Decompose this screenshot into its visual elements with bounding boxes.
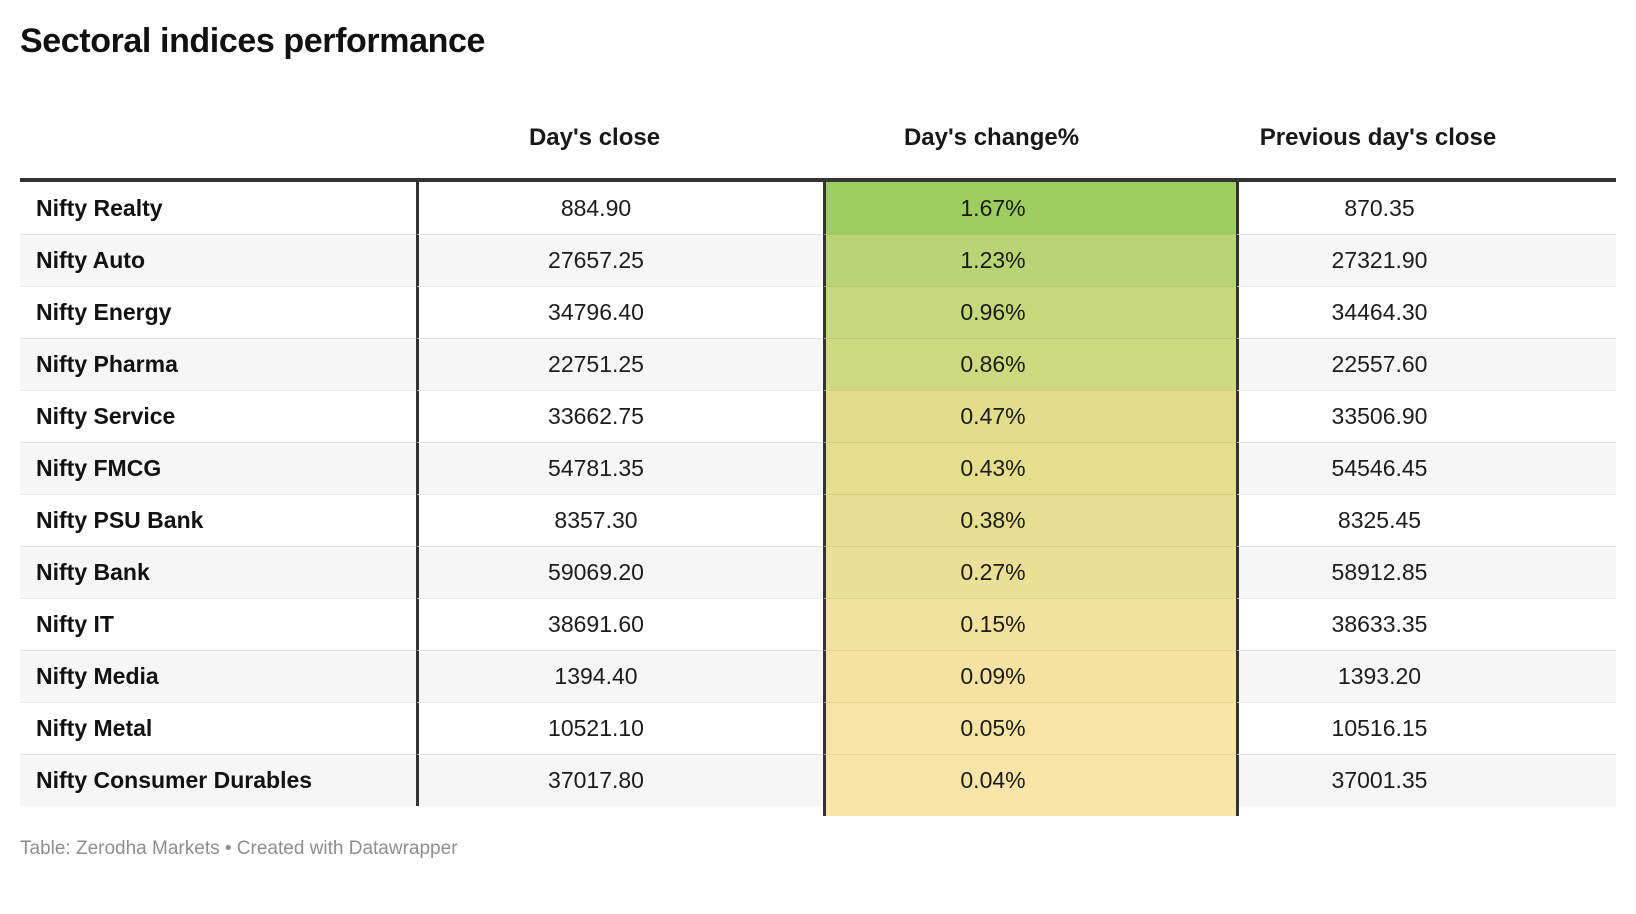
table-row: Nifty Realty 884.90 1.67% 870.35 <box>20 182 1616 234</box>
table-row: Nifty Energy 34796.40 0.96% 34464.30 <box>20 286 1616 338</box>
table-row: Nifty Auto 27657.25 1.23% 27321.90 <box>20 234 1616 286</box>
cell-previous-close: 27321.90 <box>1236 234 1616 286</box>
sectoral-indices-table: Day's close Day's change% Previous day's… <box>20 61 1616 816</box>
table-row: Nifty PSU Bank 8357.30 0.38% 8325.45 <box>20 494 1616 546</box>
cell-days-change: 0.96% <box>823 286 1236 338</box>
cell-index-name: Nifty Auto <box>20 234 416 286</box>
cell-index-name: Nifty Bank <box>20 546 416 598</box>
cell-days-change: 0.05% <box>823 702 1236 754</box>
cell-previous-close: 37001.35 <box>1236 754 1616 806</box>
column-header-days-close: Day's close <box>528 124 661 151</box>
cell-days-change: 0.15% <box>823 598 1236 650</box>
page: Sectoral indices performance Day's close… <box>20 22 1616 859</box>
cell-days-close: 8357.30 <box>416 494 823 546</box>
cell-index-name: Nifty Service <box>20 390 416 442</box>
cell-days-close: 10521.10 <box>416 702 823 754</box>
cell-previous-close: 54546.45 <box>1236 442 1616 494</box>
cell-index-name: Nifty Energy <box>20 286 416 338</box>
cell-days-close: 34796.40 <box>416 286 823 338</box>
cell-previous-close: 34464.30 <box>1236 286 1616 338</box>
table-row: Nifty FMCG 54781.35 0.43% 54546.45 <box>20 442 1616 494</box>
cell-days-change: 0.86% <box>823 338 1236 390</box>
cell-days-close: 37017.80 <box>416 754 823 806</box>
page-title: Sectoral indices performance <box>20 22 485 60</box>
cell-days-change: 0.43% <box>823 442 1236 494</box>
cell-days-change: 1.67% <box>823 182 1236 234</box>
cell-days-close: 38691.60 <box>416 598 823 650</box>
cell-index-name: Nifty Pharma <box>20 338 416 390</box>
table-row: Nifty Media 1394.40 0.09% 1393.20 <box>20 650 1616 702</box>
column-header-previous-close: Previous day's close <box>1259 124 1497 151</box>
cell-previous-close: 38633.35 <box>1236 598 1616 650</box>
cell-previous-close: 58912.85 <box>1236 546 1616 598</box>
cell-days-change: 0.09% <box>823 650 1236 702</box>
cell-days-change: 0.27% <box>823 546 1236 598</box>
cell-previous-close: 1393.20 <box>1236 650 1616 702</box>
table-body: Nifty Realty 884.90 1.67% 870.35 Nifty A… <box>20 178 1616 806</box>
cell-index-name: Nifty IT <box>20 598 416 650</box>
cell-days-close: 22751.25 <box>416 338 823 390</box>
column-header-days-change: Day's change% <box>903 124 1080 151</box>
cell-days-close: 33662.75 <box>416 390 823 442</box>
table-row: Nifty Service 33662.75 0.47% 33506.90 <box>20 390 1616 442</box>
cell-days-change: 0.47% <box>823 390 1236 442</box>
table-row: Nifty Bank 59069.20 0.27% 58912.85 <box>20 546 1616 598</box>
table-row: Nifty IT 38691.60 0.15% 38633.35 <box>20 598 1616 650</box>
cell-days-change: 0.38% <box>823 494 1236 546</box>
cell-days-close: 59069.20 <box>416 546 823 598</box>
cell-days-close: 884.90 <box>416 182 823 234</box>
heatmap-column-overflow <box>20 806 1616 816</box>
cell-days-close: 1394.40 <box>416 650 823 702</box>
cell-index-name: Nifty Metal <box>20 702 416 754</box>
table-row: Nifty Consumer Durables 37017.80 0.04% 3… <box>20 754 1616 806</box>
cell-index-name: Nifty PSU Bank <box>20 494 416 546</box>
table-row: Nifty Pharma 22751.25 0.86% 22557.60 <box>20 338 1616 390</box>
cell-days-close: 54781.35 <box>416 442 823 494</box>
footer-attribution: Table: Zerodha Markets • Created with Da… <box>20 838 458 859</box>
cell-days-change: 0.04% <box>823 754 1236 806</box>
cell-index-name: Nifty FMCG <box>20 442 416 494</box>
cell-index-name: Nifty Media <box>20 650 416 702</box>
heatmap-overflow-right-border <box>1236 806 1616 816</box>
cell-days-close: 27657.25 <box>416 234 823 286</box>
cell-index-name: Nifty Realty <box>36 194 163 221</box>
cell-previous-close: 870.35 <box>1236 182 1616 234</box>
table-row: Nifty Metal 10521.10 0.05% 10516.15 <box>20 702 1616 754</box>
cell-previous-close: 8325.45 <box>1236 494 1616 546</box>
heatmap-overflow-fill <box>823 806 1236 816</box>
cell-index-name: Nifty Consumer Durables <box>20 754 416 806</box>
table-header-row: Day's close Day's change% Previous day's… <box>20 61 1616 178</box>
cell-previous-close: 33506.90 <box>1236 390 1616 442</box>
cell-previous-close: 22557.60 <box>1236 338 1616 390</box>
cell-previous-close: 10516.15 <box>1236 702 1616 754</box>
cell-days-change: 1.23% <box>823 234 1236 286</box>
column-header-blank <box>20 152 416 178</box>
